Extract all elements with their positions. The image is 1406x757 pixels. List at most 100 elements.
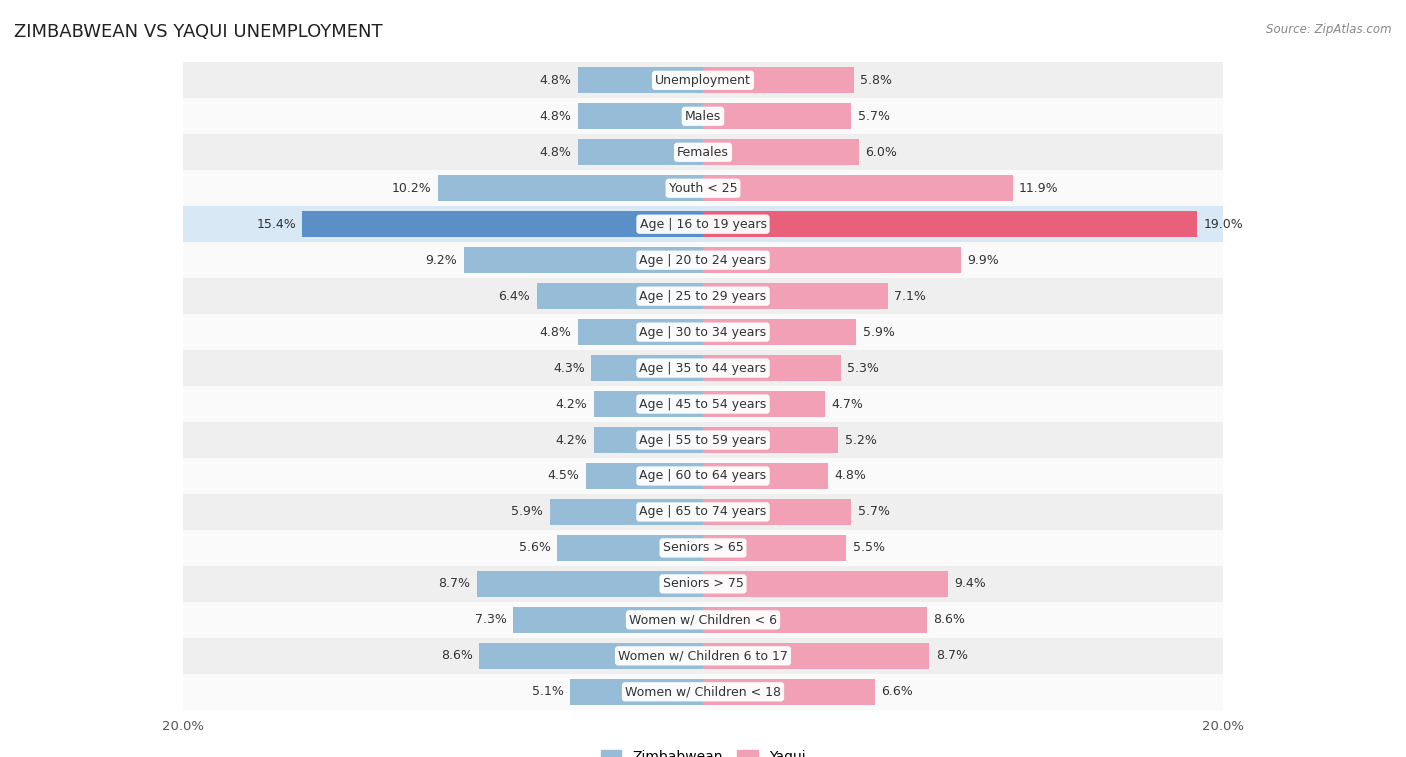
Bar [302, 211, 703, 237]
Legend: Zimbabwean, Yaqui: Zimbabwean, Yaqui [595, 745, 811, 757]
Bar [593, 391, 703, 417]
Text: Females: Females [678, 146, 728, 159]
Text: 5.6%: 5.6% [519, 541, 551, 554]
Text: 5.8%: 5.8% [860, 74, 893, 87]
Text: 4.8%: 4.8% [540, 326, 572, 338]
Bar [183, 278, 1223, 314]
Text: Youth < 25: Youth < 25 [669, 182, 737, 195]
Bar [183, 494, 1223, 530]
Text: 8.7%: 8.7% [439, 578, 470, 590]
Text: 4.8%: 4.8% [540, 110, 572, 123]
Bar [703, 211, 1198, 237]
Bar [183, 530, 1223, 566]
Text: 4.7%: 4.7% [832, 397, 863, 410]
Text: Age | 20 to 24 years: Age | 20 to 24 years [640, 254, 766, 266]
Bar [437, 176, 703, 201]
Text: 10.2%: 10.2% [391, 182, 432, 195]
Text: 6.0%: 6.0% [866, 146, 897, 159]
Bar [703, 391, 825, 417]
Text: Unemployment: Unemployment [655, 74, 751, 87]
Text: 6.6%: 6.6% [882, 685, 912, 698]
Text: 5.9%: 5.9% [863, 326, 894, 338]
Text: Age | 45 to 54 years: Age | 45 to 54 years [640, 397, 766, 410]
Bar [183, 134, 1223, 170]
Bar [703, 427, 838, 453]
Text: 5.1%: 5.1% [531, 685, 564, 698]
Text: Seniors > 65: Seniors > 65 [662, 541, 744, 554]
Text: Males: Males [685, 110, 721, 123]
Bar [183, 422, 1223, 458]
Bar [593, 427, 703, 453]
Text: 15.4%: 15.4% [256, 218, 295, 231]
Text: Seniors > 75: Seniors > 75 [662, 578, 744, 590]
Text: 9.4%: 9.4% [955, 578, 986, 590]
Bar [703, 283, 887, 309]
Bar [571, 679, 703, 705]
Bar [183, 638, 1223, 674]
Text: 9.9%: 9.9% [967, 254, 998, 266]
Text: 8.7%: 8.7% [936, 650, 967, 662]
Bar [703, 463, 828, 489]
Bar [703, 499, 851, 525]
Bar [591, 355, 703, 381]
Text: Age | 65 to 74 years: Age | 65 to 74 years [640, 506, 766, 519]
Bar [578, 67, 703, 93]
Text: 5.3%: 5.3% [848, 362, 879, 375]
Text: Source: ZipAtlas.com: Source: ZipAtlas.com [1267, 23, 1392, 36]
Bar [703, 571, 948, 597]
Bar [703, 248, 960, 273]
Text: Age | 16 to 19 years: Age | 16 to 19 years [640, 218, 766, 231]
Text: 5.7%: 5.7% [858, 110, 890, 123]
Bar [586, 463, 703, 489]
Text: Age | 25 to 29 years: Age | 25 to 29 years [640, 290, 766, 303]
Text: 5.2%: 5.2% [845, 434, 876, 447]
Text: 7.1%: 7.1% [894, 290, 927, 303]
Text: 4.2%: 4.2% [555, 397, 588, 410]
Bar [479, 643, 703, 668]
Text: 8.6%: 8.6% [934, 613, 965, 626]
Text: 5.5%: 5.5% [852, 541, 884, 554]
Text: 4.8%: 4.8% [834, 469, 866, 482]
Bar [703, 176, 1012, 201]
Bar [183, 674, 1223, 710]
Bar [703, 355, 841, 381]
Bar [513, 607, 703, 633]
Bar [183, 242, 1223, 278]
Text: Women w/ Children < 6: Women w/ Children < 6 [628, 613, 778, 626]
Bar [703, 319, 856, 345]
Text: Age | 35 to 44 years: Age | 35 to 44 years [640, 362, 766, 375]
Bar [477, 571, 703, 597]
Text: ZIMBABWEAN VS YAQUI UNEMPLOYMENT: ZIMBABWEAN VS YAQUI UNEMPLOYMENT [14, 23, 382, 41]
Bar [703, 139, 859, 165]
Bar [183, 602, 1223, 638]
Bar [183, 62, 1223, 98]
Bar [183, 206, 1223, 242]
Bar [703, 607, 927, 633]
Text: 5.7%: 5.7% [858, 506, 890, 519]
Bar [183, 458, 1223, 494]
Bar [703, 535, 846, 561]
Text: Age | 30 to 34 years: Age | 30 to 34 years [640, 326, 766, 338]
Text: 4.8%: 4.8% [540, 146, 572, 159]
Text: 8.6%: 8.6% [441, 650, 472, 662]
Text: 19.0%: 19.0% [1204, 218, 1243, 231]
Bar [703, 104, 851, 129]
Text: 4.5%: 4.5% [547, 469, 579, 482]
Text: Women w/ Children < 18: Women w/ Children < 18 [626, 685, 780, 698]
Bar [464, 248, 703, 273]
Text: 11.9%: 11.9% [1019, 182, 1059, 195]
Text: Women w/ Children 6 to 17: Women w/ Children 6 to 17 [619, 650, 787, 662]
Text: 4.2%: 4.2% [555, 434, 588, 447]
Bar [703, 67, 853, 93]
Bar [183, 386, 1223, 422]
Bar [183, 350, 1223, 386]
Text: 4.8%: 4.8% [540, 74, 572, 87]
Bar [183, 170, 1223, 206]
Bar [183, 566, 1223, 602]
Bar [537, 283, 703, 309]
Bar [183, 314, 1223, 350]
Text: Age | 60 to 64 years: Age | 60 to 64 years [640, 469, 766, 482]
Text: 5.9%: 5.9% [512, 506, 543, 519]
Text: Age | 55 to 59 years: Age | 55 to 59 years [640, 434, 766, 447]
Bar [183, 98, 1223, 134]
